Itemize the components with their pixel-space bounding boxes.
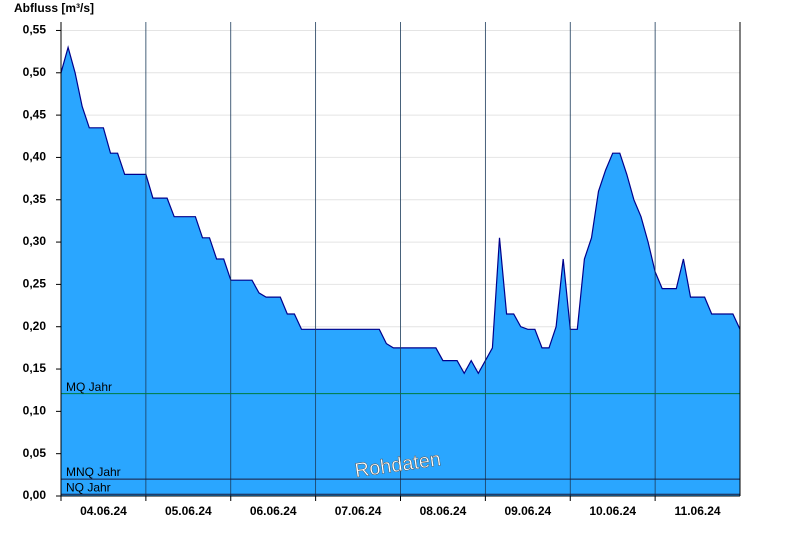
reference-label: NQ Jahr — [66, 480, 111, 494]
y-tick-label: 0,45 — [23, 107, 47, 121]
x-tick-label: 10.06.24 — [589, 504, 636, 518]
x-tick-label: 07.06.24 — [335, 504, 382, 518]
y-axis-title: Abfluss [m³/s] — [14, 1, 94, 15]
y-tick-label: 0,20 — [23, 319, 47, 333]
x-tick-label: 04.06.24 — [80, 504, 127, 518]
y-tick-label: 0,40 — [23, 150, 47, 164]
x-tick-label: 05.06.24 — [165, 504, 212, 518]
y-tick-label: 0,25 — [23, 277, 47, 291]
y-tick-label: 0,15 — [23, 361, 47, 375]
x-tick-label: 08.06.24 — [420, 504, 467, 518]
y-tick-label: 0,55 — [23, 23, 47, 37]
y-tick-label: 0,35 — [23, 192, 47, 206]
x-tick-label: 11.06.24 — [675, 504, 721, 518]
y-tick-label: 0,10 — [23, 404, 47, 418]
x-tick-label: 09.06.24 — [504, 504, 551, 518]
reference-label: MNQ Jahr — [66, 465, 121, 479]
y-tick-label: 0,05 — [23, 446, 47, 460]
y-tick-label: 0,30 — [23, 234, 47, 248]
x-tick-label: 06.06.24 — [250, 504, 297, 518]
y-tick-label: 0,00 — [23, 488, 47, 502]
y-tick-label: 0,50 — [23, 65, 47, 79]
reference-label: MQ Jahr — [66, 380, 112, 394]
